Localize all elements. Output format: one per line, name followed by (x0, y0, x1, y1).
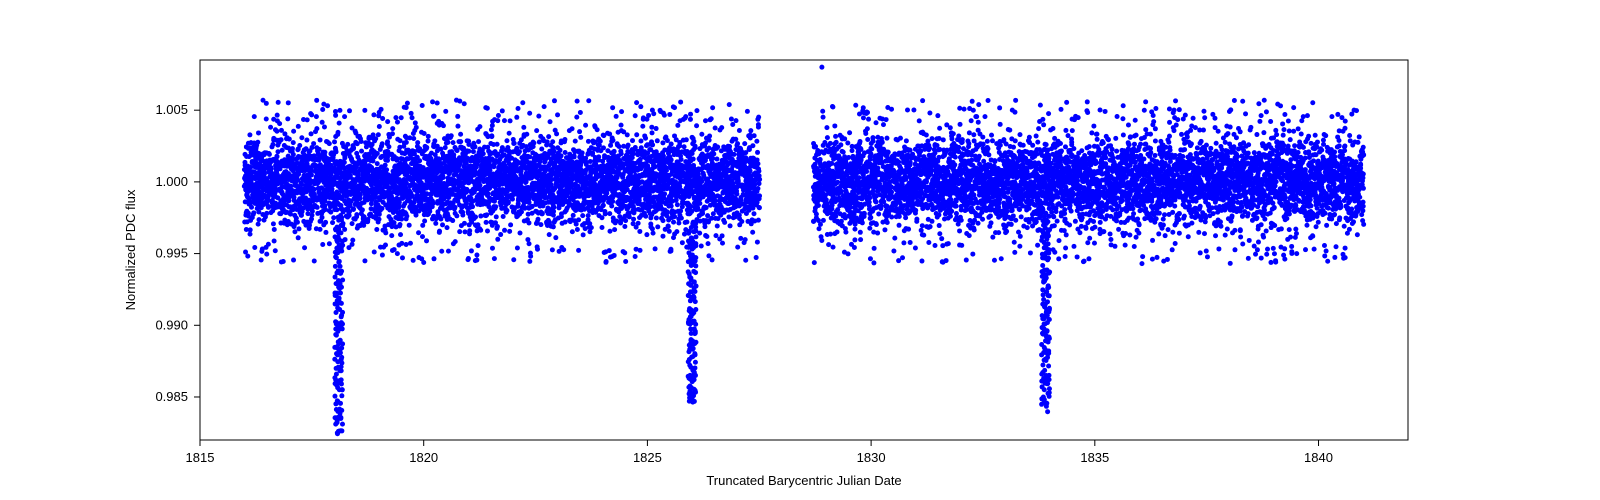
x-tick-label: 1835 (1080, 450, 1109, 465)
y-tick-label: 0.995 (155, 246, 188, 261)
x-tick-label: 1820 (409, 450, 438, 465)
x-tick-label: 1815 (186, 450, 215, 465)
scatter-points (242, 65, 1366, 437)
y-tick-label: 0.985 (155, 389, 188, 404)
x-tick-label: 1830 (857, 450, 886, 465)
y-tick-label: 1.005 (155, 102, 188, 117)
outlier-point (819, 65, 824, 70)
lightcurve-chart: 1815 1820 1825 1830 1835 1840 0.985 0.990 0.995 1… (0, 0, 1600, 500)
chart-svg: 1815 1820 1825 1830 1835 1840 0.985 0.990 0.995 1… (0, 0, 1600, 500)
x-tick-label: 1825 (633, 450, 662, 465)
x-tick-label: 1840 (1304, 450, 1333, 465)
y-tick-label: 1.000 (155, 174, 188, 189)
x-axis-label: Truncated Barycentric Julian Date (706, 473, 901, 488)
y-tick-label: 0.990 (155, 317, 188, 332)
y-axis-label: Normalized PDC flux (123, 189, 138, 310)
